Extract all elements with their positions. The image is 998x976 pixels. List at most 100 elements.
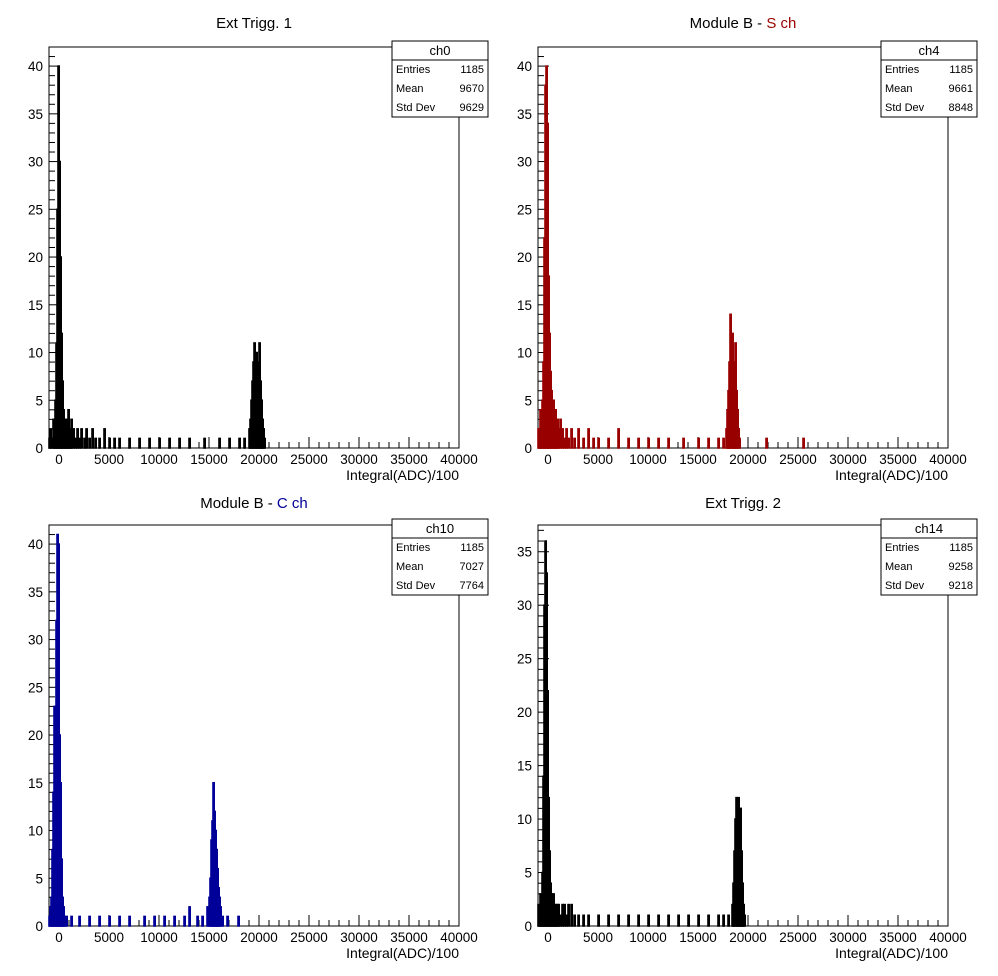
y-tick-label: 15: [28, 776, 43, 791]
stats-label: Std Dev: [885, 580, 925, 592]
y-tick-label: 5: [35, 871, 43, 886]
plot-title: Module B - S ch: [690, 15, 797, 32]
histogram-bin: [617, 428, 621, 449]
x-tick-label: 40000: [929, 452, 967, 467]
histogram-bin: [565, 428, 569, 449]
stats-name: ch4: [919, 43, 940, 58]
stats-value: 1185: [949, 64, 973, 76]
stats-label: Std Dev: [885, 102, 925, 114]
histogram-bin: [707, 437, 711, 449]
y-tick-label: 35: [517, 107, 532, 122]
histogram-bin: [168, 437, 172, 449]
histogram-bin: [597, 914, 601, 927]
histogram-bin: [577, 428, 581, 449]
histogram-bin: [561, 428, 565, 449]
x-tick-label: 40000: [929, 930, 967, 945]
stats-name: ch14: [915, 521, 943, 536]
y-tick-label: 30: [28, 155, 43, 170]
y-tick-label: 35: [28, 107, 43, 122]
x-axis: 0 5000 10000 15000 20000 25000 30000 35000 40000: [48, 437, 478, 467]
histogram-bin: [94, 437, 98, 449]
x-tick-label: 30000: [340, 930, 378, 945]
x-tick-label: 40000: [440, 452, 478, 467]
histogram-bin: [65, 915, 69, 927]
histogram-bin: [218, 437, 222, 449]
histogram-bin: [238, 437, 242, 449]
x-tick-label: 35000: [390, 452, 428, 467]
stats-box: ch14 Entries 1185 Mean 9258 Std Dev 9218: [880, 518, 978, 596]
x-axis-label: Integral(ADC)/100: [346, 945, 459, 961]
y-tick-label: 0: [524, 919, 532, 934]
histogram-bin: [573, 437, 577, 449]
histogram-bin: [228, 437, 232, 449]
y-tick-label: 0: [35, 919, 43, 934]
stats-label: Entries: [396, 64, 431, 76]
histogram-bin: [682, 437, 686, 449]
x-axis: 0 5000 10000 15000 20000 25000 30000 35000 40000: [537, 915, 967, 945]
histogram-bin: [563, 903, 567, 927]
stats-name: ch0: [430, 43, 451, 58]
x-tick-label: 10000: [140, 452, 178, 467]
histogram-bin: [78, 915, 82, 927]
x-tick-label: 15000: [190, 452, 228, 467]
histogram-bin: [707, 914, 711, 927]
x-axis-label: Integral(ADC)/100: [835, 467, 948, 483]
x-tick-label: 0: [544, 452, 552, 467]
x-tick-label: 15000: [190, 930, 228, 945]
x-tick-label: 0: [55, 452, 63, 467]
stats-value: 9661: [949, 83, 973, 95]
histogram-bin: [597, 437, 601, 449]
histogram-bin: [108, 915, 112, 927]
stats-label: Entries: [396, 542, 431, 554]
histogram-bin: [592, 437, 596, 449]
histogram-bin: [103, 428, 107, 449]
x-axis-label: Integral(ADC)/100: [835, 945, 948, 961]
y-tick-label: 15: [28, 298, 43, 313]
stats-label: Mean: [885, 561, 913, 573]
histogram-bins: [48, 65, 267, 449]
x-tick-label: 35000: [390, 930, 428, 945]
y-tick-label: 20: [28, 250, 43, 265]
histogram-bin: [91, 428, 95, 449]
histogram-bin: [88, 915, 92, 927]
histogram-bin: [108, 437, 112, 449]
y-tick-label: 30: [517, 598, 532, 613]
histogram-bin: [717, 914, 721, 927]
plot-title-part: C ch: [277, 495, 308, 512]
stats-box: ch0 Entries 1185 Mean 9670 Std Dev 9629: [391, 40, 489, 118]
y-tick-label: 25: [28, 202, 43, 217]
histogram-bin: [196, 915, 200, 927]
histogram-bin: [88, 437, 92, 449]
y-tick-label: 20: [28, 728, 43, 743]
plot-title-part: Module B -: [200, 495, 277, 512]
y-tick-label: 10: [517, 346, 532, 361]
histogram-bin: [63, 915, 67, 927]
y-tick-label: 40: [28, 537, 43, 552]
y-tick-label: 25: [517, 202, 532, 217]
histogram-bin: [667, 437, 671, 449]
x-tick-label: 10000: [629, 930, 667, 945]
histogram-bin: [563, 437, 567, 449]
histogram-bin: [113, 437, 117, 449]
histogram-panel-3: Ext Trigg. 20 5000 10000 15000 20000 25000 300…: [517, 495, 978, 961]
histogram-bin: [627, 437, 631, 449]
x-tick-label: 35000: [879, 930, 917, 945]
histogram-bin: [237, 915, 241, 927]
x-tick-label: 30000: [829, 452, 867, 467]
histogram-bin: [153, 915, 157, 927]
plot-title: Ext Trigg. 2: [705, 495, 781, 512]
histogram-bin: [183, 915, 187, 927]
stats-label: Mean: [396, 83, 424, 95]
histogram-bin: [173, 915, 177, 927]
histogram-bin: [565, 914, 569, 927]
histogram-bin: [158, 437, 162, 449]
stats-box: ch10 Entries 1185 Mean 7027 Std Dev 7764: [391, 518, 489, 596]
histogram-bin: [128, 437, 132, 449]
histogram-bins: [537, 540, 747, 927]
histogram-bin: [85, 428, 89, 449]
histogram-bin: [667, 914, 671, 927]
histogram-bin: [717, 437, 721, 449]
x-tick-label: 30000: [340, 452, 378, 467]
histogram-bin: [657, 914, 661, 927]
histogram-bin: [178, 437, 182, 449]
